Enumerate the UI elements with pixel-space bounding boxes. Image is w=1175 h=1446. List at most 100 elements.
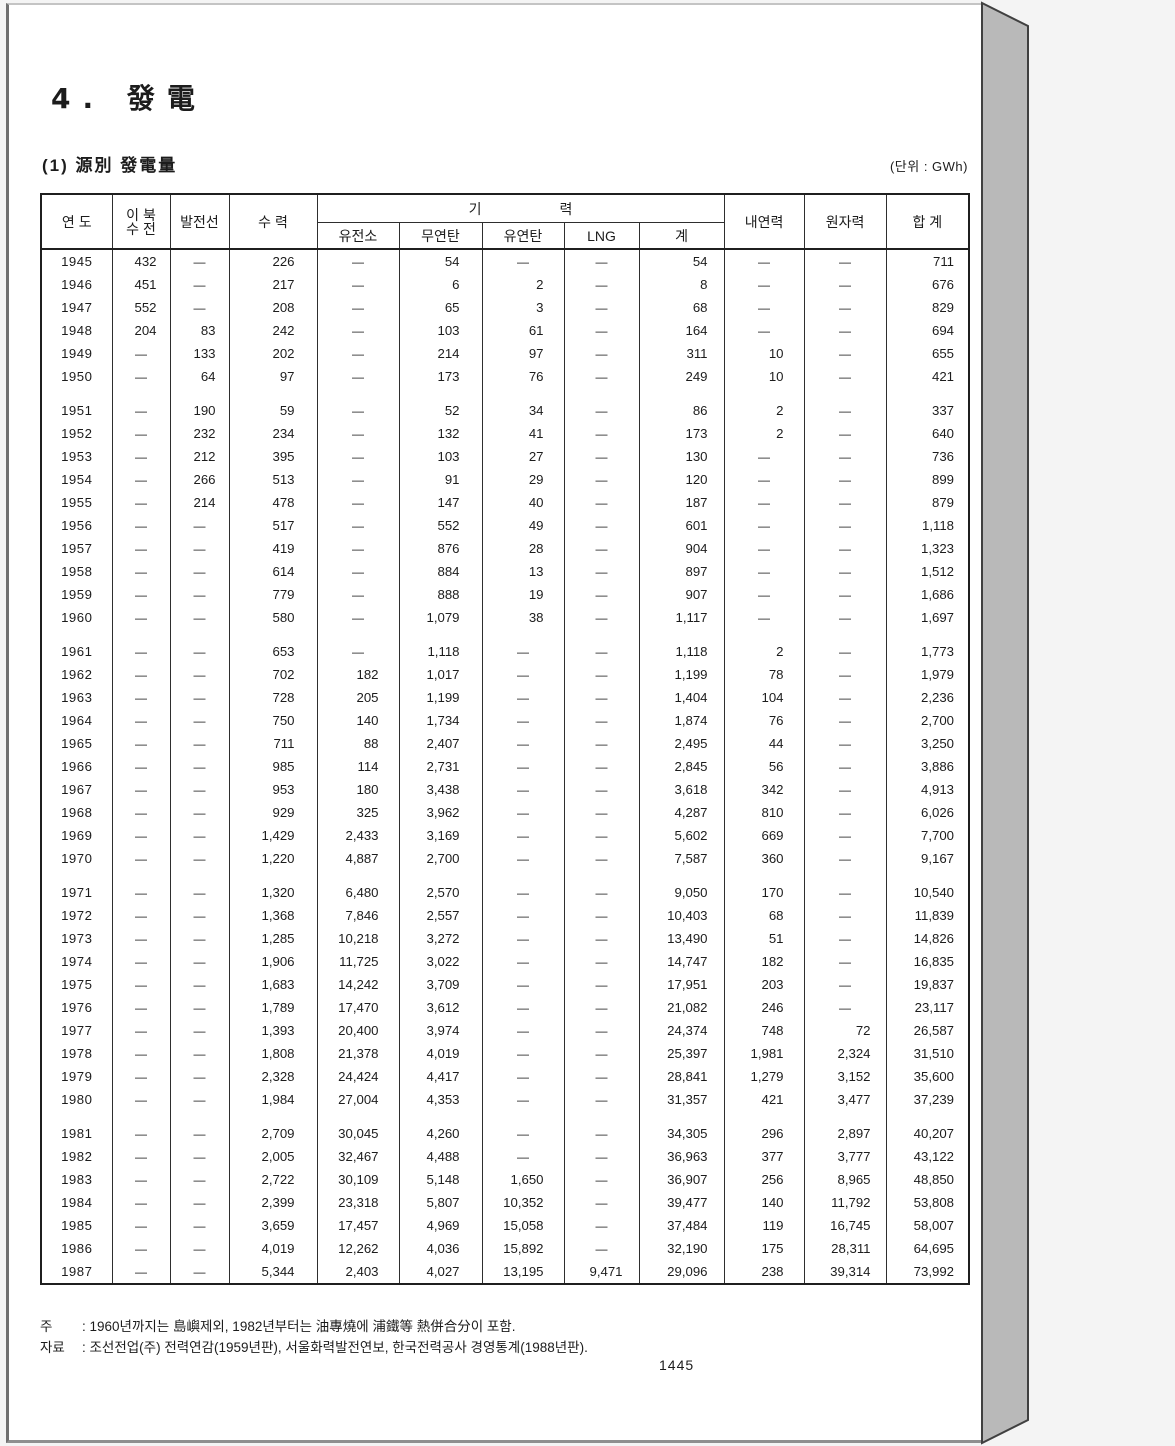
table-cell: 3,886 [885,755,970,778]
table-row: 1948 204 83 242—103 61—164— —694 [40,319,970,342]
table-cell: 103 [398,445,482,468]
table-cell: — [169,296,229,319]
table-cell: — [316,296,399,319]
table-cell: — [803,491,887,514]
table-cell: 48,850 [885,1168,970,1191]
table-cell: 2,328 [228,1065,317,1088]
table-cell: 1,404 [638,686,725,709]
page-number: 1445 [659,1357,695,1373]
table-cell: 829 [885,296,970,319]
year-cell: 1958 [40,560,112,583]
table-cell: 702 [228,663,317,686]
table-cell: — [803,950,887,973]
table-cell: — [111,824,170,847]
table-cell: 182 [316,663,399,686]
table-cell: 296 [723,1122,805,1145]
year-cell: 1973 [40,927,112,950]
table-cell: 11,792 [803,1191,887,1214]
gap-cell [803,870,887,881]
table-cell: 9,167 [885,847,970,870]
table-cell: — [563,801,639,824]
table-cell: — [169,881,229,904]
table-cell: 1,279 [723,1065,805,1088]
table-cell: 4,353 [398,1088,482,1111]
col-header-total: 합 계 [885,194,970,250]
gap-cell [803,629,887,640]
year-cell: 1955 [40,491,112,514]
year-cell: 1979 [40,1065,112,1088]
table-cell: 478 [228,491,317,514]
table-cell: — [481,1065,564,1088]
table-cell: — [111,365,170,388]
table-cell: 694 [885,319,970,342]
col-header-bituminous: 유연탄 [481,222,564,250]
table-cell: 4,417 [398,1065,482,1088]
table-cell: — [723,537,805,560]
table-cell: 30,045 [316,1122,399,1145]
year-cell: 1978 [40,1042,112,1065]
table-cell: — [111,399,170,422]
col-header-north-line1: 이 북 [126,206,156,223]
table-cell: 83 [169,319,229,342]
col-header-internal-combustion: 내연력 [723,194,805,250]
thermal-group-char2: 력 [559,200,573,217]
table-cell: 711 [228,732,317,755]
table-cell: 24,424 [316,1065,399,1088]
table-cell: — [169,1065,229,1088]
table-cell: 204 [111,319,170,342]
year-cell: 1969 [40,824,112,847]
group-gap-row [40,870,970,881]
gap-cell [481,1111,564,1122]
table-cell: 91 [398,468,482,491]
table-cell: — [723,249,805,273]
table-cell: — [316,319,399,342]
table-cell: 4,027 [398,1260,482,1284]
col-header-lng: LNG [563,222,639,250]
table-cell: 421 [885,365,970,388]
gap-cell [169,629,229,640]
table-cell: 13 [481,560,564,583]
table-cell: — [169,1019,229,1042]
table-cell: 9,050 [638,881,725,904]
table-cell: — [563,514,639,537]
table-cell: 49 [481,514,564,537]
table-cell: — [111,537,170,560]
table-cell: — [563,904,639,927]
table-cell: — [563,927,639,950]
table-row: 1980— —1,984 27,004 4,353— —31,357 421 3,477 37… [40,1088,970,1111]
table-row: 1956— —517—552 49—601— —1,118 [40,514,970,537]
table-cell: 2,731 [398,755,482,778]
table-cell: — [563,640,639,663]
table-cell: — [111,950,170,973]
table-cell: 35,600 [885,1065,970,1088]
table-cell: 311 [638,342,725,365]
year-cell: 1974 [40,950,112,973]
table-cell: 30,109 [316,1168,399,1191]
table-cell: 14,826 [885,927,970,950]
table-cell: 1,393 [228,1019,317,1042]
table-cell: — [563,824,639,847]
table-cell: 3,659 [228,1214,317,1237]
table-cell: — [481,755,564,778]
table-cell: 212 [169,445,229,468]
table-cell: — [563,273,639,296]
table-cell: 28,841 [638,1065,725,1088]
col-header-north-receive: 이 북 수 전 [111,194,170,250]
unit-label: (단위 : GWh) [889,159,968,174]
table-cell: — [316,468,399,491]
table-cell: 23,318 [316,1191,399,1214]
year-cell: 1971 [40,881,112,904]
table-cell: 1,683 [228,973,317,996]
table-cell: — [169,1168,229,1191]
table-cell: — [563,732,639,755]
table-cell: — [111,732,170,755]
section-header-row: (1) 源別 發電量 (단위 : GWh) [42,151,968,176]
table-cell: 1,697 [885,606,970,629]
table-cell: — [111,514,170,537]
table-cell: 1,220 [228,847,317,870]
table-cell: 15,058 [481,1214,564,1237]
table-cell: 205 [316,686,399,709]
table-cell: 2 [723,422,805,445]
table-cell: — [169,663,229,686]
table-cell: — [316,342,399,365]
